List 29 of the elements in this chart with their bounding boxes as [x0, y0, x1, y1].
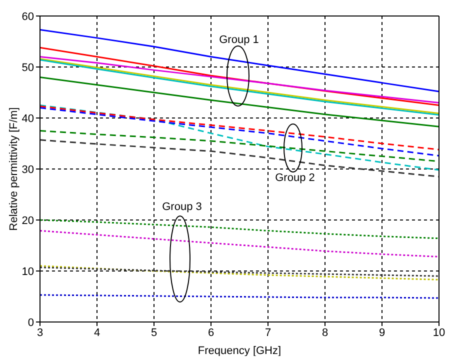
y-axis-title: Relative permittivity [F/m] — [8, 107, 20, 231]
y-tick-label: 0 — [28, 316, 34, 329]
x-tick-label: 7 — [264, 326, 272, 339]
x-tick-label: 5 — [150, 326, 158, 339]
x-tick-label: 8 — [322, 326, 328, 339]
line-series — [40, 230, 439, 258]
line-series — [40, 46, 439, 106]
line-series — [40, 265, 439, 280]
line-series — [40, 76, 439, 128]
y-tick-label: 30 — [22, 164, 34, 176]
x-axis-title: Frequency [GHz] — [198, 345, 282, 357]
line-series — [40, 219, 439, 240]
y-tick-label: 20 — [22, 214, 34, 227]
y-tick-label: 60 — [22, 10, 34, 23]
annotation: Group 3 — [162, 200, 202, 213]
annotation: Group 1 — [219, 34, 259, 46]
line-series — [40, 29, 439, 92]
x-tick-label: 3 — [36, 326, 44, 339]
line-series — [40, 56, 439, 104]
x-tick-label: 9 — [378, 326, 386, 339]
y-tick-label: 40 — [22, 112, 34, 125]
line-series — [40, 104, 439, 171]
annotation: Group 2 — [275, 172, 315, 184]
x-tick-label: 4 — [94, 326, 100, 339]
y-tick-label: 10 — [22, 266, 34, 278]
y-tick-label: 50 — [22, 62, 34, 74]
line-series — [40, 266, 439, 277]
x-tick-label: 10 — [432, 326, 446, 339]
x-tick-label: 6 — [208, 326, 214, 339]
